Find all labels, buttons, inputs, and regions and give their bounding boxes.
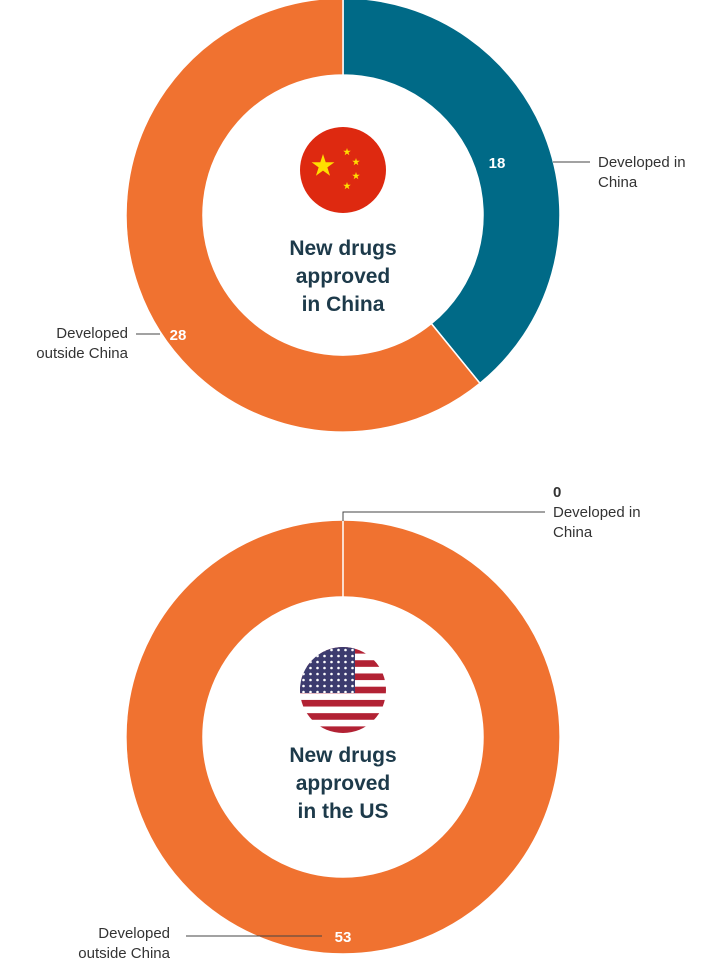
- us-value-label-developed-in-china: 0: [553, 484, 561, 501]
- us-flag-stripe: [300, 713, 386, 720]
- china-center-title-line-2: approved: [296, 265, 391, 288]
- china-slice-developed-in-china: [342, 0, 561, 385]
- us-flag-icon: [300, 647, 386, 733]
- us-leader-line-developed-in-china: [342, 511, 545, 521]
- us-center-title-line-3: in the US: [297, 800, 388, 823]
- us-label-developed-in-china-line-2: China: [553, 524, 593, 541]
- us-label-developed-in-china-line-1: Developed in: [553, 504, 641, 521]
- china-center-title-line-1: New drugs: [289, 237, 396, 260]
- china-label-developed-outside-china-line-2: outside China: [36, 345, 128, 362]
- china-center-title-line-3: in China: [302, 293, 385, 316]
- us-label-developed-outside-china-line-1: Developed: [98, 925, 170, 942]
- us-slice-developed-outside-china: [125, 519, 561, 955]
- us-center-title-line-2: approved: [296, 772, 391, 795]
- us-donut-chart: New drugs approved in the US 0 Developed…: [78, 484, 640, 961]
- china-donut-chart: New drugs approved in China 18 Developed…: [36, 0, 686, 433]
- china-slice-developed-outside-china: [125, 0, 482, 433]
- china-label-developed-in-china-line-2: China: [598, 174, 638, 191]
- china-value-label-developed-in-china: 18: [489, 155, 506, 172]
- us-label-developed-outside-china-line-2: outside China: [78, 945, 170, 961]
- china-label-developed-in-china-line-1: Developed in: [598, 154, 686, 171]
- us-center-title-line-1: New drugs: [289, 744, 396, 767]
- china-flag-icon: [300, 127, 386, 213]
- us-flag-stripe: [300, 726, 386, 733]
- china-value-label-developed-outside-china: 28: [170, 327, 187, 344]
- us-flag-stripe: [300, 699, 386, 707]
- china-label-developed-outside-china-line-1: Developed: [56, 325, 128, 342]
- us-value-label-developed-outside-china: 53: [335, 929, 352, 946]
